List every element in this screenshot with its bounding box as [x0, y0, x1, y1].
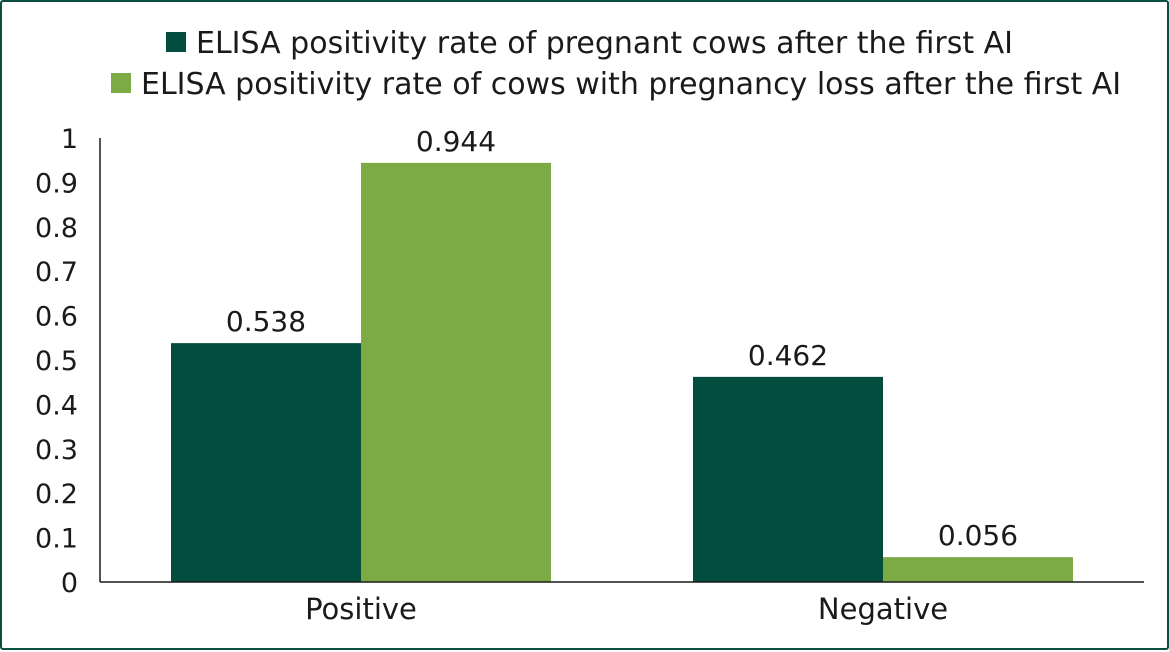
y-tick-label: 0.7 — [35, 257, 78, 288]
legend-swatch-2 — [111, 73, 131, 93]
y-tick-label: 0.1 — [35, 524, 78, 555]
y-tick-label: 0.5 — [35, 346, 78, 377]
bar-negative-series-2 — [883, 557, 1073, 582]
bars — [171, 162, 1073, 582]
data-label: 0.538 — [226, 305, 306, 338]
x-category-label: Positive — [305, 592, 417, 626]
bar-negative-series-1 — [693, 376, 883, 582]
y-tick-label: 0.4 — [35, 390, 78, 421]
data-labels: 0.538 0.944 0.462 0.056 — [226, 125, 1018, 552]
legend-label-1: ELISA positivity rate of pregnant cows a… — [196, 26, 1013, 61]
x-axis-labels: Positive Negative — [305, 592, 948, 626]
y-tick-label: 0.2 — [35, 479, 78, 510]
legend: ELISA positivity rate of pregnant cows a… — [111, 26, 1121, 102]
legend-label-2: ELISA positivity rate of cows with pregn… — [141, 67, 1121, 102]
legend-swatch-1 — [166, 32, 186, 52]
bar-positive-series-1 — [171, 343, 361, 582]
y-axis-ticks: 0 0.1 0.2 0.3 0.4 0.5 0.6 0.7 0.8 0.9 1 — [35, 124, 78, 599]
y-tick-label: 0.6 — [35, 302, 78, 333]
y-tick-label: 0 — [61, 568, 78, 599]
bar-positive-series-2 — [361, 162, 551, 582]
y-tick-label: 0.9 — [35, 168, 78, 199]
y-tick-label: 1 — [61, 124, 78, 155]
x-category-label: Negative — [818, 592, 948, 626]
data-label: 0.056 — [938, 519, 1018, 552]
y-tick-label: 0.8 — [35, 213, 78, 244]
y-tick-label: 0.3 — [35, 435, 78, 466]
data-label: 0.944 — [416, 125, 496, 158]
data-label: 0.462 — [748, 339, 828, 372]
